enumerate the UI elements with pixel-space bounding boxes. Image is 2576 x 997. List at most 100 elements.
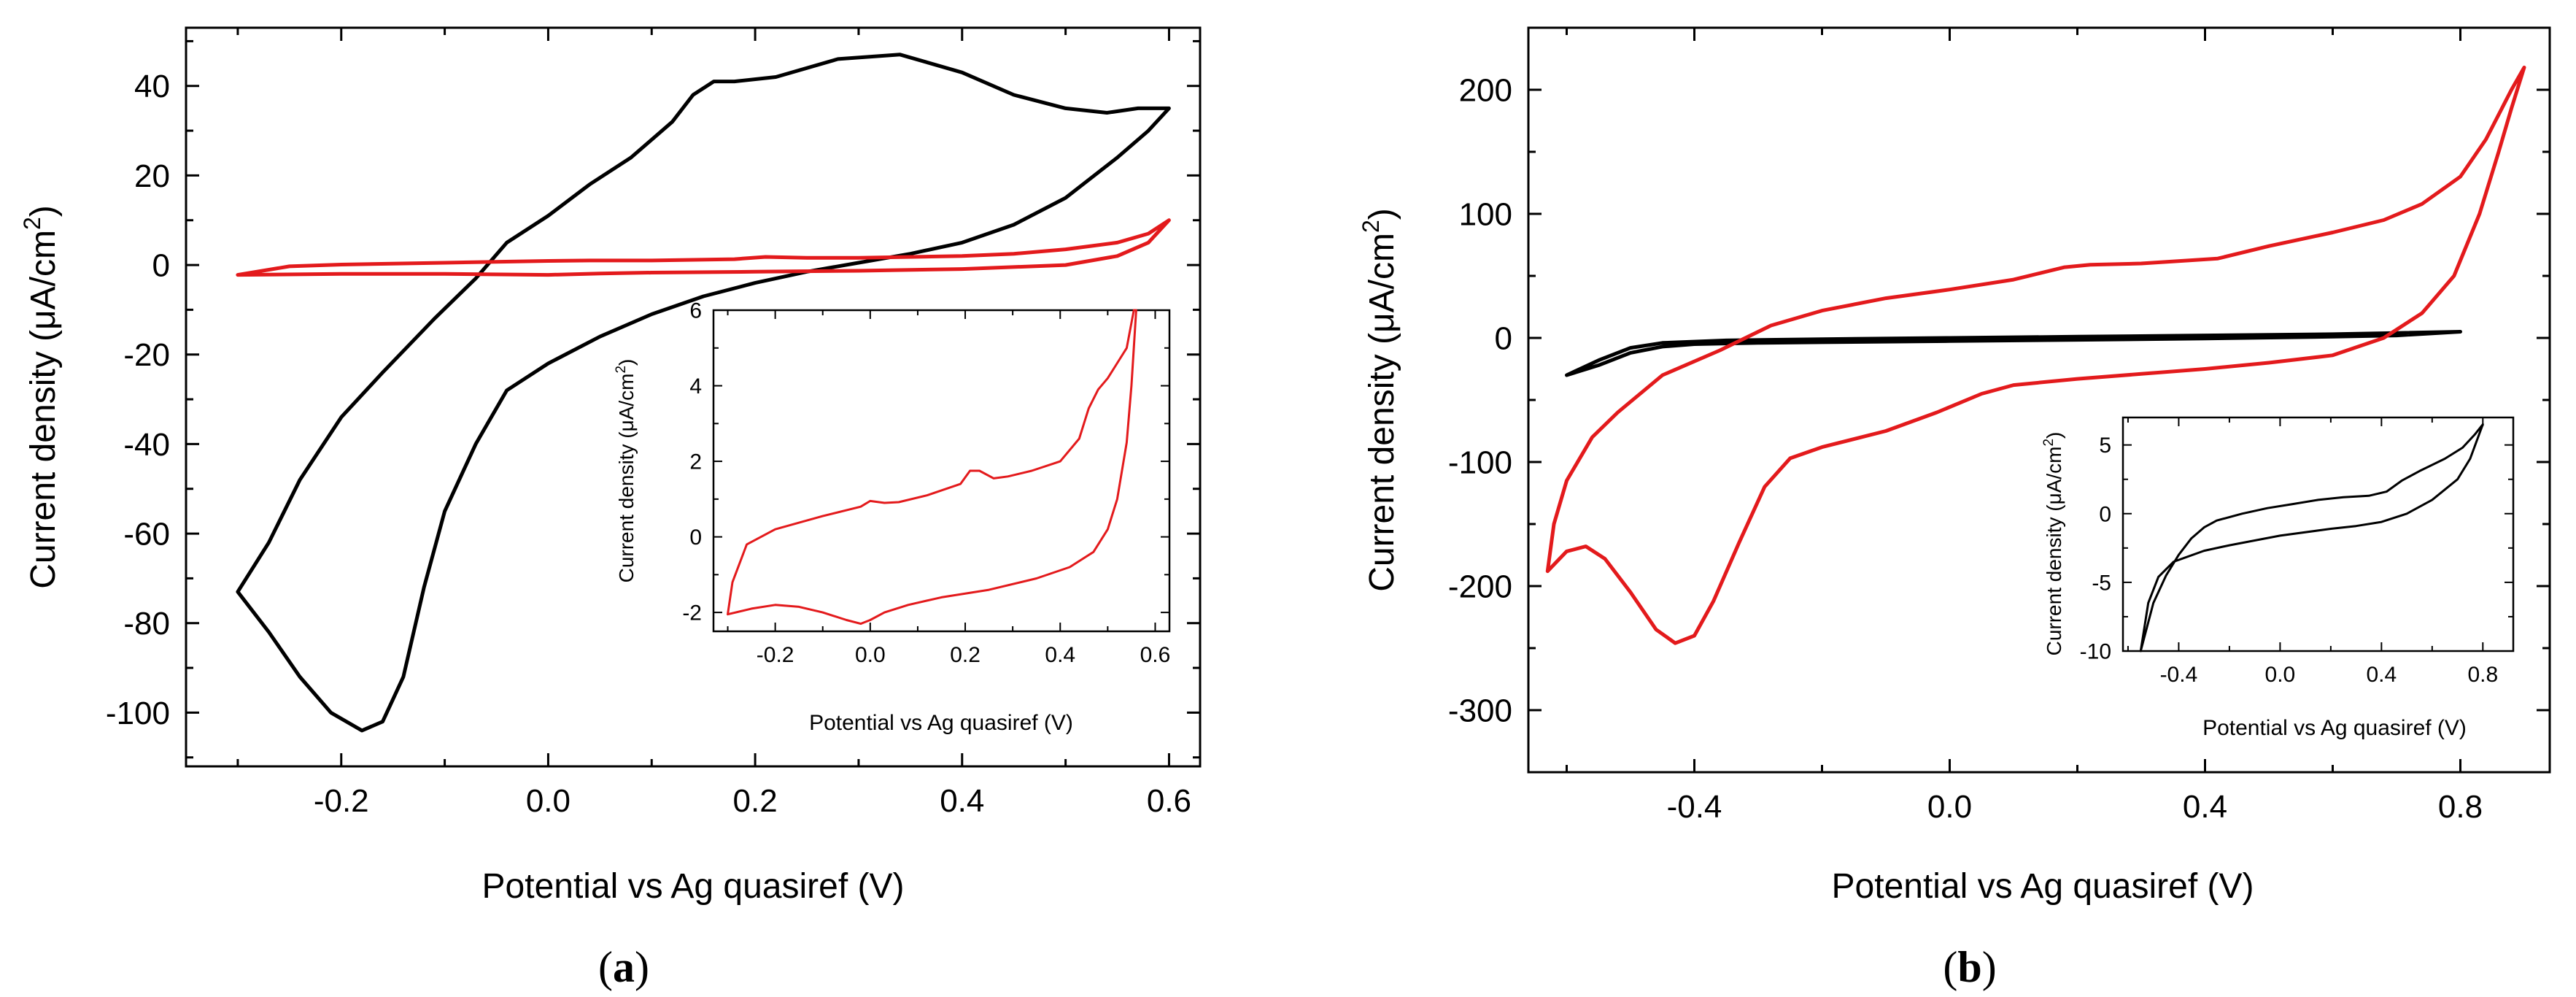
panel-a-inset-y-tick-label: -2 (682, 601, 702, 625)
panel-a-inset-x-tick-label: 0.4 (1045, 643, 1075, 667)
panel-b-x-tick-label: 0.4 (2183, 789, 2227, 825)
panel-a-y-tick-label: -60 (123, 516, 170, 552)
panel-b-inset-y-tick-label: -10 (2080, 640, 2111, 664)
panel-a-x-axis-label: Potential vs Ag quasiref (V) (482, 867, 905, 906)
panel-b-x-axis-label: Potential vs Ag quasiref (V) (1832, 867, 2254, 906)
panel-b-y-tick-label: 200 (1459, 72, 1512, 108)
panel-b-inset-series-lines (2139, 423, 2484, 653)
panel-a-inset-y-axis-label-main: Current density (μA/cm (615, 374, 638, 583)
panel-a-inset-x-tick-label: -0.2 (757, 643, 794, 667)
panel-b-inset-y-axis-label-close: ) (2043, 432, 2065, 439)
panel-b-plot-frame (1527, 26, 2551, 774)
panel-a-plot-frame (185, 26, 1202, 768)
panel-b-y-tick-label: 100 (1459, 196, 1512, 232)
panel-a-inset-series-lines (727, 309, 1137, 625)
panel-b-inset: -0.4 0.0 0.4 0.8 5 0 -5 -10 Potential vs Ag qu… (2041, 416, 2515, 740)
panel-a-y-tick-label: 0 (152, 247, 170, 283)
panel-b-inset-tick-marks (2123, 417, 2513, 652)
panel-a-y-tick-label: 20 (134, 158, 170, 194)
panel-a-label-letter: a (613, 943, 635, 991)
panel-b-label-close: ) (1982, 943, 1997, 991)
panel-a-tick-marks (186, 28, 1200, 766)
panel-b-x-tick-label: 0.8 (2438, 789, 2483, 825)
panel-a-inset-y-tick-label: 2 (689, 450, 702, 474)
panel-a-y-tick-label: -100 (106, 696, 170, 731)
panel-a-inset-y-tick-label: 0 (689, 526, 702, 550)
panel-a-label-open: ( (598, 943, 613, 991)
panel-a-x-tick-label: 0.4 (940, 783, 984, 819)
panel-b-inset-x-tick-label: 0.0 (2265, 663, 2296, 687)
panel-a-x-tick-label: 0.0 (526, 783, 570, 819)
panel-b-y-axis-label-main: Current density (μA/cm (1363, 233, 1401, 592)
panel-b-inset-y-axis-label-sup: 2 (2041, 439, 2057, 447)
panel-a-inset-x-tick-label: 0.0 (855, 643, 886, 667)
panel-a-red-curve (236, 218, 1171, 277)
panel-b-label-open: ( (1943, 943, 1957, 991)
panel-b-inset-y-axis-label-main: Current density (μA/cm (2043, 447, 2065, 656)
panel-b-inset-y-tick-label: 5 (2099, 434, 2111, 458)
panel-a-label: (a) (598, 943, 649, 991)
panel-b-y-axis-label-close: ) (1363, 208, 1401, 220)
panel-a-x-tick-labels: -0.2 0.0 0.2 0.4 0.6 (314, 783, 1191, 819)
panel-b-inset-x-tick-label: -0.4 (2160, 663, 2198, 687)
panel-a-x-tick-label: 0.6 (1147, 783, 1191, 819)
panel-b-black-curve (1565, 330, 2462, 377)
panel-b-tick-marks (1528, 26, 2550, 774)
panel-b-inset-x-tick-labels: -0.4 0.0 0.4 0.8 (2160, 663, 2499, 687)
panel-a-inset-x-tick-label: 0.2 (950, 643, 980, 667)
panel-b-y-tick-label: -300 (1448, 693, 1512, 728)
panel-a-inset-y-tick-label: 6 (689, 299, 702, 323)
panel-a-y-axis-label: Current density (μA/cm2) (19, 205, 63, 589)
panel-b-x-tick-label: -0.4 (1667, 789, 1722, 825)
panel-a-inset-x-tick-labels: -0.2 0.0 0.2 0.4 0.6 (757, 643, 1171, 667)
panel-a-y-tick-label: -80 (123, 606, 170, 642)
panel-a-inset-tick-marks (713, 309, 1169, 631)
panel-a-inset-y-axis-label-sup: 2 (614, 366, 629, 374)
panel-a-inset-y-axis-label-close: ) (615, 359, 638, 366)
panel-b-x-tick-label: 0.0 (1927, 789, 1972, 825)
panel-b-inset-x-axis-label: Potential vs Ag quasiref (V) (2202, 716, 2467, 740)
panel-a-y-tick-labels: 40 20 0 -20 -40 -60 -80 -100 (106, 69, 170, 731)
panel-b-y-tick-label: -100 (1448, 444, 1512, 480)
panel-a-inset-red-curve (727, 309, 1137, 625)
panel-b-y-axis-label: Current density (μA/cm2) (1358, 208, 1401, 592)
panel-b-x-tick-labels: -0.4 0.0 0.4 0.8 (1667, 789, 2483, 825)
panel-b-y-tick-label: -200 (1448, 569, 1512, 604)
panel-b-inset-y-tick-label: -5 (2092, 571, 2111, 595)
panel-b-y-tick-labels: 200 100 0 -100 -200 -300 (1448, 72, 1512, 728)
panel-b-series-lines (1545, 65, 2526, 645)
panel-a-inset-frame (712, 309, 1171, 633)
panel-b-label: (b) (1943, 943, 1996, 991)
panel-b-inset-x-tick-label: 0.4 (2366, 663, 2397, 687)
panel-b-inset-y-tick-labels: 5 0 -5 -10 (2080, 434, 2111, 663)
panel-a-y-axis-label-sup: 2 (19, 217, 45, 230)
panel-b-y-axis-label-sup: 2 (1358, 220, 1384, 233)
panel-a-inset-x-axis-label: Potential vs Ag quasiref (V) (809, 711, 1073, 735)
panel-b-red-curve (1545, 65, 2526, 645)
panel-b-inset-y-tick-label: 0 (2099, 502, 2111, 526)
panel-b-inset-black-curve (2139, 423, 2484, 653)
panel-a-inset-x-tick-label: 0.6 (1140, 643, 1171, 667)
panel-a-label-close: ) (635, 943, 649, 991)
panel-a-series-lines (236, 53, 1171, 733)
panel-b-label-letter: b (1957, 943, 1981, 991)
panel-b-y-tick-label: 0 (1495, 320, 1512, 356)
panel-a-x-tick-label: -0.2 (314, 783, 369, 819)
panel-a-inset-y-tick-label: 4 (689, 374, 702, 399)
panel-b-inset-y-axis-label: Current density (μA/cm2) (2041, 432, 2065, 656)
panel-a-x-tick-label: 0.2 (733, 783, 778, 819)
panel-a-inset-y-tick-labels: 6 4 2 0 -2 (682, 299, 702, 625)
panel-a-inset: -0.2 0.0 0.2 0.4 0.6 6 4 2 0 -2 Potential vs Ag … (614, 299, 1170, 736)
panel-a-y-tick-label: -20 (123, 337, 170, 373)
panel-a-y-axis-label-close: ) (24, 205, 63, 217)
panel-a-y-axis-label-main: Current density (μA/cm (24, 230, 63, 589)
panel-a-black-curve (236, 53, 1171, 733)
panel-a-y-tick-label: -40 (123, 427, 170, 463)
panel-a-inset-y-axis-label: Current density (μA/cm2) (614, 359, 638, 583)
panel-a-y-tick-label: 40 (134, 69, 170, 104)
